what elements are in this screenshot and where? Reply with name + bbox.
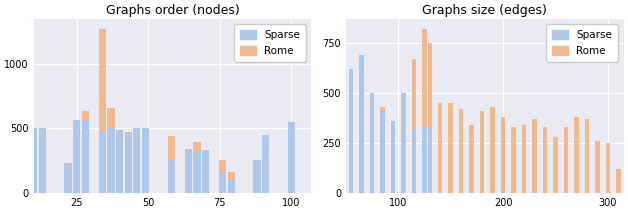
Bar (459, 109, 463, 193)
Bar (39, 132, 46, 193)
Bar (219, 172, 226, 193)
Bar (116, 130, 123, 193)
Bar (391, 131, 396, 193)
Legend: Sparse, Rome: Sparse, Rome (234, 24, 306, 62)
Legend: Sparse, Rome: Sparse, Rome (546, 24, 619, 62)
Bar (605, 143, 610, 193)
Bar (359, 83, 364, 193)
Bar (370, 93, 374, 193)
Bar (39, 128, 46, 193)
Bar (73, 120, 80, 193)
Bar (349, 133, 354, 193)
Bar (168, 136, 175, 193)
Bar (381, 107, 385, 193)
Bar (219, 160, 226, 193)
Bar (574, 117, 578, 193)
Bar (448, 103, 453, 193)
Bar (107, 107, 115, 193)
Bar (185, 150, 192, 193)
Bar (564, 127, 568, 193)
Bar (99, 131, 106, 193)
Bar (359, 55, 364, 193)
Bar (522, 125, 526, 193)
Bar (133, 128, 141, 193)
Bar (490, 107, 495, 193)
Bar (65, 163, 72, 193)
Bar (202, 153, 209, 193)
Bar (193, 151, 200, 193)
Bar (107, 128, 115, 193)
Bar (133, 158, 141, 193)
Bar (595, 141, 600, 193)
Bar (142, 128, 149, 193)
Bar (428, 43, 432, 193)
Bar (82, 120, 89, 193)
Bar (30, 128, 38, 193)
Bar (543, 127, 547, 193)
Bar (480, 111, 484, 193)
Bar (428, 127, 432, 193)
Bar (401, 103, 406, 193)
Bar (168, 160, 175, 193)
Bar (553, 137, 558, 193)
Bar (99, 29, 106, 193)
Bar (511, 127, 516, 193)
Bar (438, 103, 443, 193)
Bar (65, 163, 72, 193)
Bar (585, 119, 589, 193)
Bar (470, 125, 474, 193)
Bar (73, 148, 80, 193)
Bar (533, 119, 537, 193)
Bar (288, 122, 295, 193)
Bar (616, 169, 620, 193)
Bar (288, 122, 295, 193)
Bar (142, 135, 149, 193)
Bar (124, 148, 132, 193)
Bar (422, 127, 427, 193)
Title: Graphs size (edges): Graphs size (edges) (422, 4, 547, 17)
Bar (116, 144, 123, 193)
Bar (253, 160, 261, 193)
Bar (422, 29, 427, 193)
Bar (412, 59, 416, 193)
Bar (185, 149, 192, 193)
Bar (262, 148, 269, 193)
Bar (262, 135, 269, 193)
Bar (82, 112, 89, 193)
Bar (202, 150, 209, 193)
Bar (381, 111, 385, 193)
Bar (412, 129, 416, 193)
Title: Graphs order (nodes): Graphs order (nodes) (106, 4, 239, 17)
Bar (193, 142, 200, 193)
Bar (253, 175, 261, 193)
Bar (391, 121, 396, 193)
Bar (349, 69, 354, 193)
Bar (501, 117, 506, 193)
Bar (227, 172, 235, 193)
Bar (370, 93, 374, 193)
Bar (30, 128, 38, 193)
Bar (401, 93, 406, 193)
Bar (227, 180, 235, 193)
Bar (124, 132, 132, 193)
